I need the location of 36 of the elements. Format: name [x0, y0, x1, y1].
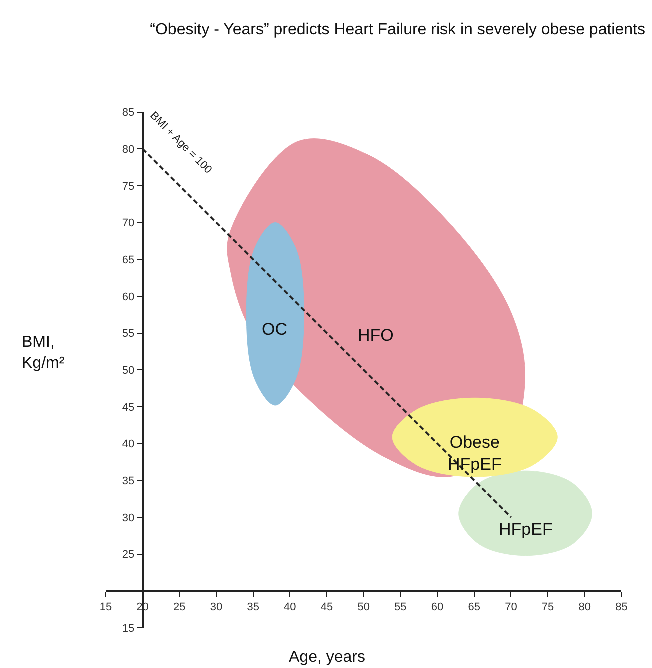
y-tick-label: 75 — [122, 180, 135, 193]
x-tick-label: 45 — [320, 601, 334, 614]
y-tick-label: 80 — [122, 144, 135, 156]
x-tick-label: 70 — [505, 601, 518, 614]
series-label: HFpEF — [499, 520, 553, 539]
y-tick-label: 45 — [122, 402, 135, 414]
x-tick-label: 15 — [100, 601, 112, 614]
x-tick-label: 55 — [394, 601, 407, 614]
chart-title: “Obesity - Years” predicts Heart Failure risk in severely obese patients — [150, 22, 646, 39]
y-tick-label: 70 — [122, 218, 135, 230]
y-tick-label: 25 — [122, 549, 135, 562]
x-tick-label: 60 — [431, 601, 444, 614]
series-label: OC — [262, 320, 288, 339]
x-tick-label: 35 — [247, 601, 260, 614]
y-tick-label: 35 — [122, 476, 135, 488]
x-tick-label: 75 — [542, 601, 554, 614]
y-tick-label: 15 — [122, 622, 135, 635]
text: BMI + Age = 100 — [148, 110, 214, 176]
y-axis-title: BMI, Kg/m² — [22, 334, 66, 372]
x-tick-label: 40 — [284, 601, 296, 614]
y-tick-label: 30 — [122, 512, 135, 524]
series-label: Obese HFpEF — [448, 433, 502, 474]
x-tick-label: 50 — [358, 601, 370, 614]
x-tick-label: 25 — [174, 601, 186, 614]
y-tick-label: 50 — [122, 365, 135, 377]
y-tick-label: 40 — [122, 438, 135, 451]
y-tick-label: 85 — [122, 107, 135, 120]
x-tick-label: 80 — [578, 601, 592, 614]
x-tick-label: 85 — [616, 601, 628, 614]
x-axis-title: Age, years — [289, 649, 366, 666]
y-tick-label: 60 — [122, 291, 135, 304]
x-tick-label: 65 — [468, 601, 480, 614]
x-tick-label: 30 — [210, 601, 223, 614]
series-label: HFO — [358, 326, 394, 345]
y-tick-label: 65 — [122, 254, 135, 266]
y-tick-label: 55 — [122, 328, 135, 340]
